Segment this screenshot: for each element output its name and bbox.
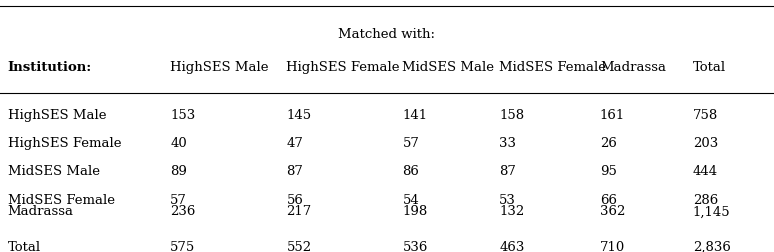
Text: 47: 47: [286, 136, 303, 149]
Text: Matched with:: Matched with:: [338, 28, 436, 41]
Text: 198: 198: [402, 205, 428, 217]
Text: Institution:: Institution:: [8, 61, 92, 74]
Text: 552: 552: [286, 240, 311, 252]
Text: 153: 153: [170, 108, 196, 121]
Text: 444: 444: [693, 165, 717, 178]
Text: 217: 217: [286, 205, 312, 217]
Text: 89: 89: [170, 165, 187, 178]
Text: 286: 286: [693, 193, 718, 206]
Text: 161: 161: [600, 108, 625, 121]
Text: 95: 95: [600, 165, 617, 178]
Text: 362: 362: [600, 205, 625, 217]
Text: 132: 132: [499, 205, 525, 217]
Text: 33: 33: [499, 136, 516, 149]
Text: HighSES Male: HighSES Male: [8, 108, 106, 121]
Text: 54: 54: [402, 193, 420, 206]
Text: 158: 158: [499, 108, 524, 121]
Text: Madrassa: Madrassa: [8, 205, 74, 217]
Text: Madrassa: Madrassa: [600, 61, 666, 74]
Text: MidSES Male: MidSES Male: [402, 61, 495, 74]
Text: HighSES Female: HighSES Female: [286, 61, 400, 74]
Text: HighSES Male: HighSES Male: [170, 61, 269, 74]
Text: MidSES Female: MidSES Female: [499, 61, 606, 74]
Text: 463: 463: [499, 240, 525, 252]
Text: 2,836: 2,836: [693, 240, 731, 252]
Text: 57: 57: [170, 193, 187, 206]
Text: 536: 536: [402, 240, 428, 252]
Text: Total: Total: [693, 61, 726, 74]
Text: 145: 145: [286, 108, 311, 121]
Text: MidSES Female: MidSES Female: [8, 193, 115, 206]
Text: 86: 86: [402, 165, 420, 178]
Text: HighSES Female: HighSES Female: [8, 136, 122, 149]
Text: 26: 26: [600, 136, 617, 149]
Text: 56: 56: [286, 193, 303, 206]
Text: 40: 40: [170, 136, 187, 149]
Text: 710: 710: [600, 240, 625, 252]
Text: 66: 66: [600, 193, 617, 206]
Text: 87: 87: [286, 165, 303, 178]
Text: Total: Total: [8, 240, 41, 252]
Text: 758: 758: [693, 108, 718, 121]
Text: 236: 236: [170, 205, 196, 217]
Text: 141: 141: [402, 108, 427, 121]
Text: 1,145: 1,145: [693, 205, 731, 217]
Text: MidSES Male: MidSES Male: [8, 165, 100, 178]
Text: 87: 87: [499, 165, 516, 178]
Text: 53: 53: [499, 193, 516, 206]
Text: 203: 203: [693, 136, 718, 149]
Text: 57: 57: [402, 136, 420, 149]
Text: 575: 575: [170, 240, 196, 252]
